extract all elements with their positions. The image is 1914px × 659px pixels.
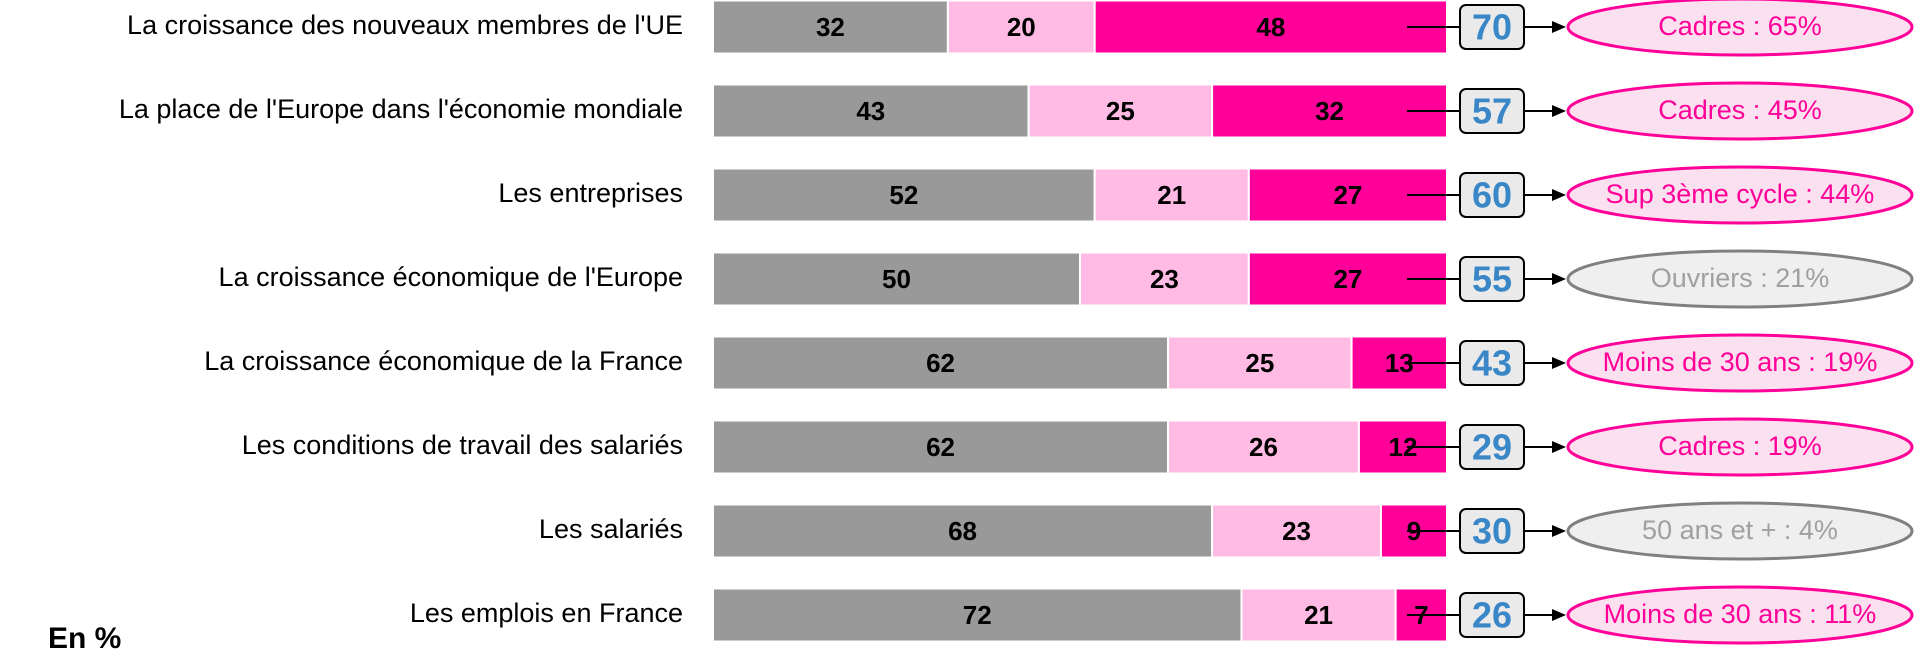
total-value: 29 <box>1472 427 1512 468</box>
callout-ellipse <box>1566 417 1914 477</box>
bar-value-label: 32 <box>1315 96 1344 126</box>
total-value: 70 <box>1472 7 1512 48</box>
callout-ellipse <box>1566 333 1914 393</box>
bar-value-label: 50 <box>882 264 911 294</box>
callout-ellipse <box>1566 249 1914 309</box>
callout-ellipse <box>1566 81 1914 141</box>
category-label: Les entreprises <box>498 178 683 208</box>
bar-value-label: 27 <box>1333 264 1362 294</box>
callout-label: Moins de 30 ans : 11% <box>1604 599 1877 629</box>
bar-value-label: 48 <box>1256 12 1285 42</box>
callout-ellipse <box>1566 585 1914 645</box>
bar-segment <box>1211 83 1448 139</box>
bar-segment <box>712 251 1081 307</box>
total-value: 57 <box>1472 91 1512 132</box>
bar-value-label: 25 <box>1106 96 1135 126</box>
bar-segment <box>1211 503 1382 559</box>
bar-segment <box>1167 335 1353 391</box>
callout-ellipse <box>1566 0 1914 57</box>
bar-value-label: 21 <box>1304 600 1333 630</box>
bar-segment <box>1167 419 1360 475</box>
bar-segment <box>712 419 1170 475</box>
category-label: Les emplois en France <box>410 598 683 628</box>
bar-segment <box>1079 251 1250 307</box>
arrow-head <box>1552 189 1566 201</box>
callout-label: Moins de 30 ans : 19% <box>1603 347 1878 377</box>
callout-label: 50 ans et + : 4% <box>1642 515 1838 545</box>
bar-segment <box>712 335 1170 391</box>
callout-label: Cadres : 65% <box>1658 11 1822 41</box>
bar-value-label: 52 <box>889 180 918 210</box>
bar-value-label: 43 <box>856 96 885 126</box>
bar-value-label: 21 <box>1157 180 1186 210</box>
bar-value-label: 25 <box>1245 348 1274 378</box>
total-value: 43 <box>1472 343 1512 384</box>
bar-segment <box>1093 0 1449 55</box>
bar-segment <box>712 503 1214 559</box>
bar-segment <box>1240 587 1397 643</box>
bar-value-label: 26 <box>1249 432 1278 462</box>
total-value: 55 <box>1472 259 1512 300</box>
bar-value-label: 62 <box>926 348 955 378</box>
callout-label: Cadres : 19% <box>1658 431 1822 461</box>
bar-segment <box>712 587 1243 643</box>
arrow-head <box>1552 105 1566 117</box>
bar-value-label: 62 <box>926 432 955 462</box>
callout-ellipse <box>1566 165 1914 225</box>
category-label: La croissance économique de l'Europe <box>219 262 683 292</box>
category-label: Les conditions de travail des salariés <box>242 430 683 460</box>
bar-value-label: 72 <box>963 600 992 630</box>
arrow-head <box>1552 357 1566 369</box>
bar-segment <box>712 83 1030 139</box>
callout-ellipse <box>1566 501 1914 561</box>
category-label: La place de l'Europe dans l'économie mon… <box>119 94 683 124</box>
callout-label: Sup 3ème cycle : 44% <box>1606 179 1875 209</box>
total-value: 60 <box>1472 175 1512 216</box>
arrow-head <box>1552 609 1566 621</box>
bar-value-label: 23 <box>1150 264 1179 294</box>
bar-value-label: 32 <box>816 12 845 42</box>
bar-value-label: 20 <box>1007 12 1036 42</box>
bar-segment <box>1027 83 1214 139</box>
callout-label: Ouvriers : 21% <box>1651 263 1830 293</box>
callout-label: Cadres : 45% <box>1658 95 1822 125</box>
category-label: Les salariés <box>539 514 683 544</box>
bar-segment <box>712 0 949 55</box>
arrow-head <box>1552 441 1566 453</box>
arrow-head <box>1552 21 1566 33</box>
category-label: La croissance des nouveaux membres de l'… <box>127 10 683 40</box>
total-value: 30 <box>1472 511 1512 552</box>
bar-value-label: 23 <box>1282 516 1311 546</box>
unit-note: En % <box>48 622 121 655</box>
bar-value-label: 68 <box>948 516 977 546</box>
arrow-head <box>1552 273 1566 285</box>
bar-segment <box>946 0 1096 55</box>
category-label: La croissance économique de la France <box>204 346 683 376</box>
bar-segment <box>712 167 1096 223</box>
bar-value-label: 27 <box>1333 180 1362 210</box>
arrow-head <box>1552 525 1566 537</box>
total-value: 26 <box>1472 595 1512 636</box>
